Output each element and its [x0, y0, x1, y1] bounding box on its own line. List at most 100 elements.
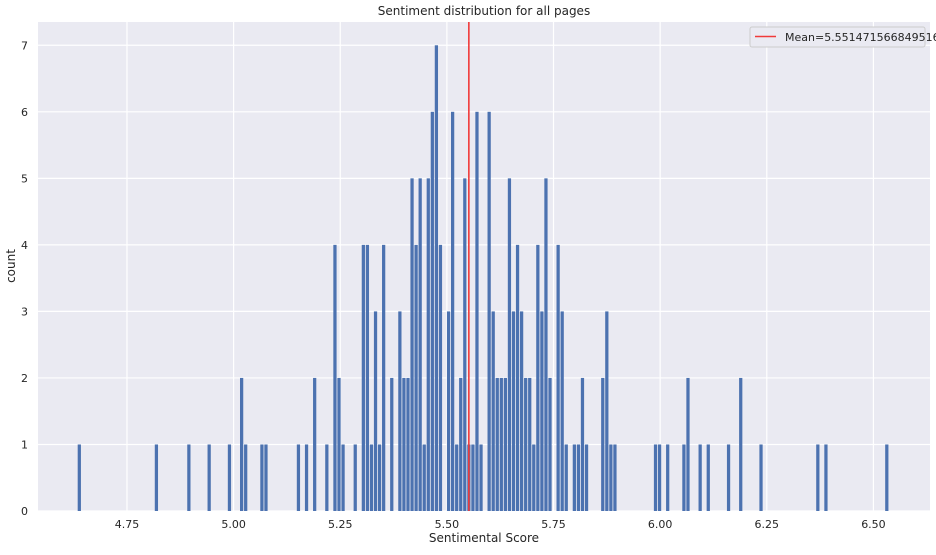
histogram-bar	[479, 444, 483, 511]
histogram-bar	[609, 444, 613, 511]
histogram-bar	[369, 444, 374, 511]
histogram-bar	[528, 377, 532, 511]
histogram-bar	[507, 178, 512, 512]
x-tick-label: 4.75	[115, 518, 140, 531]
histogram-bar	[402, 377, 406, 511]
histogram-bar	[491, 311, 495, 511]
histogram-bar	[584, 444, 589, 511]
histogram-bar	[544, 178, 548, 512]
histogram-bar	[499, 377, 503, 511]
histogram-bar	[532, 444, 536, 511]
histogram-bar	[613, 444, 617, 511]
histogram-bar	[653, 444, 658, 511]
histogram-bar	[885, 444, 889, 511]
histogram-bar	[365, 244, 370, 511]
histogram-bar	[564, 444, 568, 511]
histogram-bar	[601, 377, 605, 511]
x-tick-label: 6.50	[861, 518, 886, 531]
histogram-bar	[382, 244, 386, 511]
x-axis-label: Sentimental Score	[429, 531, 539, 545]
histogram-bar	[337, 377, 341, 511]
x-tick-label: 5.50	[435, 518, 460, 531]
histogram-bar	[511, 311, 516, 511]
bars	[77, 45, 889, 512]
histogram-bar	[426, 178, 430, 512]
histogram-bar	[686, 377, 690, 511]
histogram-bar	[824, 444, 828, 511]
x-tick-label: 5.00	[221, 518, 246, 531]
histogram-bar	[434, 45, 439, 512]
histogram-bar	[410, 178, 414, 512]
histogram-bar	[77, 444, 81, 511]
y-tick-label: 5	[21, 172, 28, 185]
histogram-bar	[698, 444, 702, 511]
histogram-bar	[519, 311, 524, 511]
histogram-bar	[816, 444, 820, 511]
histogram-bar	[666, 444, 670, 511]
histogram-bar	[560, 311, 564, 511]
histogram-bar	[580, 377, 585, 511]
y-tick-label: 6	[21, 106, 28, 119]
chart-title: Sentiment distribution for all pages	[378, 4, 590, 18]
histogram-bar	[418, 178, 422, 512]
histogram-bar	[377, 444, 382, 511]
histogram-bar	[406, 377, 410, 511]
histogram-bar	[706, 444, 710, 511]
histogram-bar	[451, 111, 455, 511]
histogram-bar	[361, 244, 365, 511]
histogram-bar	[296, 444, 301, 511]
histogram-bar	[227, 444, 232, 511]
histogram-bar	[422, 444, 426, 511]
histogram-bar	[495, 377, 499, 511]
histogram-bar	[503, 377, 508, 511]
x-tick-label: 5.75	[541, 518, 566, 531]
histogram-bar	[682, 444, 686, 511]
histogram-bar	[373, 311, 378, 511]
y-tick-label: 7	[21, 39, 28, 52]
histogram-bar	[455, 444, 459, 511]
histogram-bar	[304, 444, 309, 511]
histogram-bar	[576, 444, 581, 511]
histogram-bar	[430, 111, 434, 511]
histogram-bar	[390, 377, 394, 511]
y-tick-label: 4	[21, 239, 28, 252]
histogram-bar	[244, 444, 248, 511]
histogram-bar	[459, 377, 463, 511]
histogram-bar	[605, 311, 609, 511]
histogram-bar	[726, 444, 731, 511]
histogram-bar	[240, 377, 244, 511]
histogram-bar	[487, 111, 491, 511]
histogram-bar	[333, 244, 337, 511]
legend: Mean=5.551471566849516	[749, 26, 936, 48]
histogram-bar	[264, 444, 268, 511]
histogram-bar	[414, 244, 418, 511]
plot-area	[38, 22, 930, 511]
x-axis-ticks: 4.75 5.00 5.25 5.50 5.75 6.00 6.25 6.50	[115, 518, 886, 531]
histogram-bar	[187, 444, 191, 511]
histogram-bar	[657, 444, 662, 511]
legend-box	[749, 26, 926, 48]
histogram-bar	[313, 377, 317, 511]
histogram-bar	[260, 444, 264, 511]
histogram-bar	[524, 377, 528, 511]
x-tick-label: 6.25	[755, 518, 780, 531]
histogram-bar	[207, 444, 211, 511]
y-axis-ticks: 0 1 2 3 4 5 6 7	[21, 39, 28, 518]
histogram-bar	[475, 111, 479, 511]
histogram-bar	[540, 311, 544, 511]
histogram-bar	[154, 444, 159, 511]
histogram-bar	[536, 244, 540, 511]
histogram-bar	[471, 444, 475, 511]
x-tick-label: 5.25	[328, 518, 353, 531]
y-tick-label: 2	[21, 372, 28, 385]
y-tick-label: 0	[21, 505, 28, 518]
histogram-bar	[515, 244, 520, 511]
histogram-bar	[463, 178, 467, 512]
histogram-bar	[759, 444, 763, 511]
histogram-bar	[341, 444, 345, 511]
histogram-bar	[556, 244, 560, 511]
histogram-bar	[446, 311, 451, 511]
histogram-bar	[572, 444, 576, 511]
y-tick-label: 1	[21, 438, 28, 451]
